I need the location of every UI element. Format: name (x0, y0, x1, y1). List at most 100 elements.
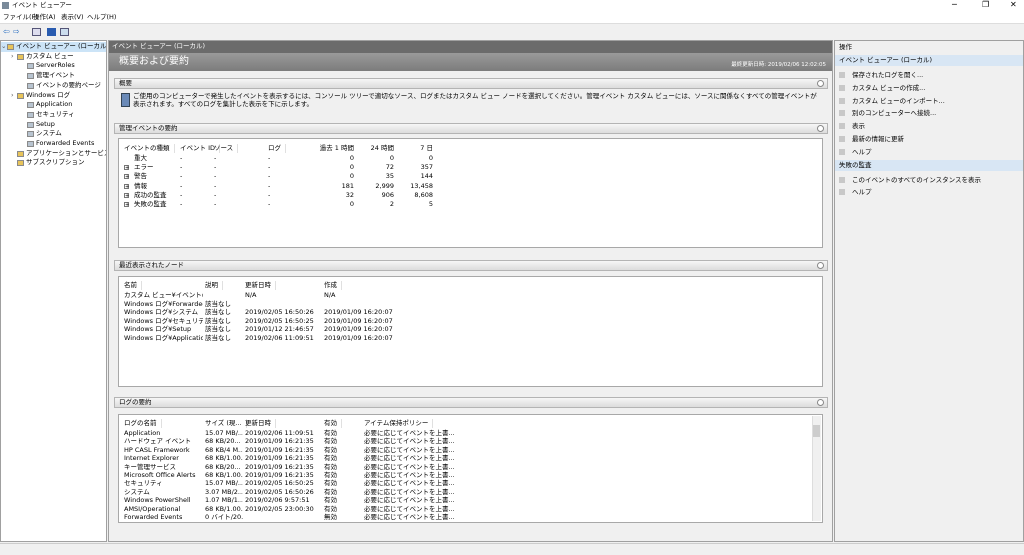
section-header[interactable]: 管理イベントの要約 (114, 123, 828, 134)
action-label[interactable]: ヘルプ (852, 147, 872, 156)
table-row[interactable]: Windows ログ¥セキュリティ 該当なし 2019/02/05 16:50:25… (121, 317, 811, 326)
tree-label[interactable]: サブスクリプション (26, 158, 85, 167)
table-row[interactable]: Windows PowerShell 1.07 MB/1... 2019/02/06… (121, 496, 811, 505)
column-header[interactable]: アイテム保持ポリシー (364, 419, 434, 428)
forward-button[interactable]: ⇨ (13, 27, 20, 36)
tree-item[interactable]: › Windows ログ (1, 91, 106, 101)
column-header[interactable]: 作成 (324, 281, 342, 290)
tree-item[interactable]: › カスタム ビュー (1, 52, 106, 62)
column-header[interactable]: 24 時間 (370, 144, 394, 152)
tree-item[interactable]: Application (1, 100, 106, 110)
column-header[interactable]: サイズ (現... (205, 419, 247, 428)
action-item[interactable]: 保存されたログを開く... (835, 70, 1023, 81)
column-header[interactable]: 名前 (124, 281, 142, 290)
tree-item[interactable]: ⌄ イベント ビューアー (ローカル) (1, 42, 106, 52)
tree-item[interactable]: システム (1, 129, 106, 139)
column-header[interactable]: ログ (268, 144, 286, 153)
action-label[interactable]: 保存されたログを開く... (852, 71, 924, 79)
tree-label[interactable]: カスタム ビュー (26, 51, 74, 60)
section-header[interactable]: 概要 (114, 78, 828, 89)
maximize-button[interactable]: ❐ (982, 0, 990, 9)
table-row[interactable]: システム 3.07 MB/2... 2019/02/05 16:50:26 有効 必要に… (121, 488, 811, 497)
column-header[interactable]: 更新日時 (245, 419, 276, 428)
column-header[interactable]: ソース (214, 144, 239, 153)
scroll-thumb[interactable] (813, 425, 820, 437)
table-row[interactable]: Internet Explorer 68 KB/1.00... 2019/01/09… (121, 454, 811, 463)
column-header[interactable]: イベント ID (180, 144, 220, 153)
tree-label[interactable]: 管理イベント (36, 71, 75, 80)
table-row[interactable]: 失敗の監査 - - - 0 2 5 + (121, 200, 811, 209)
tree-item[interactable]: ServerRoles (1, 61, 106, 71)
action-label[interactable]: 別のコンピューターへ接続... (852, 109, 937, 118)
scrollbar[interactable] (812, 416, 821, 521)
action-group-header[interactable]: 失敗の監査 (835, 159, 1023, 171)
action-label[interactable]: カスタム ビューの作成... (852, 83, 926, 92)
action-item[interactable]: ヘルプ (835, 187, 1023, 198)
tree-item[interactable]: イベントの要約ページ (1, 81, 106, 91)
table-row[interactable]: セキュリティ 15.07 MB/... 2019/02/05 16:50:25 有効 必… (121, 479, 811, 488)
action-item[interactable]: 最新の情報に更新 (835, 134, 1023, 145)
table-row[interactable]: Windows ログ¥Application 該当なし 2019/02/06 11:… (121, 334, 811, 343)
section-header[interactable]: ログの要約 (114, 397, 828, 408)
tree-toggle-button[interactable] (32, 28, 41, 36)
tree-label[interactable]: システム (36, 129, 62, 138)
column-header[interactable]: 7 日 (420, 144, 433, 152)
tree-label[interactable]: アプリケーションとサービス ログ (26, 148, 107, 157)
action-item[interactable]: ヘルプ (835, 147, 1023, 158)
table-row[interactable]: カスタム ビュー¥イベントの要... N/A N/A (121, 291, 811, 300)
column-header[interactable]: ログの名前 (124, 419, 162, 428)
collapse-button[interactable] (817, 399, 824, 406)
table-row[interactable]: AMSI/Operational 68 KB/1.00... 2019/02/05 … (121, 505, 811, 514)
tree-label[interactable]: イベントの要約ページ (36, 80, 101, 89)
table-row[interactable]: エラー - - - 0 72 357 + (121, 163, 811, 172)
table-row[interactable]: HP CASL Framework 68 KB/4 M... 2019/01/09 … (121, 446, 811, 455)
expand-box[interactable]: + (124, 183, 130, 190)
collapse-button[interactable] (817, 262, 824, 269)
tree-label[interactable]: Setup (36, 119, 55, 128)
table-row[interactable]: Windows ログ¥Forwarded E...該当なし (121, 300, 811, 309)
expand-arrow[interactable]: ⌄ (1, 42, 7, 50)
collapse-button[interactable] (817, 125, 824, 132)
tree-item[interactable]: セキュリティ (1, 110, 106, 120)
action-label[interactable]: 最新の情報に更新 (852, 135, 904, 143)
tree-label[interactable]: Forwarded Events (36, 139, 95, 147)
tree-item[interactable]: サブスクリプション (1, 158, 106, 168)
action-item[interactable]: 別のコンピューターへ接続... (835, 108, 1023, 119)
action-item[interactable]: 表示 (835, 121, 1023, 132)
menu-item[interactable]: ファイル(F) (3, 13, 38, 21)
column-header[interactable]: イベントの種類 (124, 144, 175, 153)
tree-label[interactable]: イベント ビューアー (ローカル) (16, 42, 107, 50)
expand-arrow[interactable]: › (11, 51, 14, 60)
column-header[interactable]: 過去 1 時間 (319, 144, 354, 152)
table-row[interactable]: キー管理サービス 68 KB/20... 2019/01/09 16:21:35 有効… (121, 463, 811, 472)
table-row[interactable]: 警告 - - - 0 35 144 + (121, 172, 811, 181)
tree-label[interactable]: Windows ログ (26, 90, 71, 99)
table-row[interactable]: Microsoft Office Alerts 68 KB/1.00... 2019… (121, 471, 811, 480)
back-button[interactable]: ⇦ (3, 27, 10, 36)
help-button[interactable] (47, 28, 56, 36)
action-label[interactable]: カスタム ビューのインポート... (852, 96, 945, 105)
table-row[interactable]: Application 15.07 MB/... 2019/02/06 11:09:… (121, 429, 811, 438)
collapse-button[interactable] (817, 80, 824, 87)
menu-item[interactable]: ヘルプ(H) (87, 13, 117, 21)
tree-item[interactable]: Setup (1, 120, 106, 130)
action-pane-button[interactable] (60, 28, 69, 36)
menu-item[interactable]: 操作(A) (33, 13, 56, 21)
action-item[interactable]: このイベントのすべてのインスタンスを表示 (835, 175, 1023, 186)
table-row[interactable]: 成功の監査 - - - 32 906 8,608 + (121, 191, 811, 200)
action-group-header[interactable]: イベント ビューアー (ローカル) (835, 55, 1023, 66)
tree-label[interactable]: セキュリティ (36, 109, 75, 118)
column-header[interactable]: 説明 (205, 281, 223, 290)
close-button[interactable]: ✕ (1010, 0, 1017, 9)
tree-item[interactable]: アプリケーションとサービス ログ (1, 149, 106, 159)
minimize-button[interactable]: ─ (952, 0, 957, 9)
action-label[interactable]: このイベントのすべてのインスタンスを表示 (852, 175, 982, 184)
section-header[interactable]: 最近表示されたノード (114, 260, 828, 271)
action-label[interactable]: ヘルプ (852, 187, 872, 196)
expand-box[interactable]: + (124, 174, 130, 181)
table-row[interactable]: 情報 - - - 181 2,999 13,458 + (121, 182, 811, 191)
tree-label[interactable]: ServerRoles (36, 61, 75, 70)
table-row[interactable]: 重大 - - - 0 0 0 (121, 154, 811, 163)
column-header[interactable]: 更新日時 (245, 281, 276, 290)
expand-box[interactable]: + (124, 202, 130, 208)
